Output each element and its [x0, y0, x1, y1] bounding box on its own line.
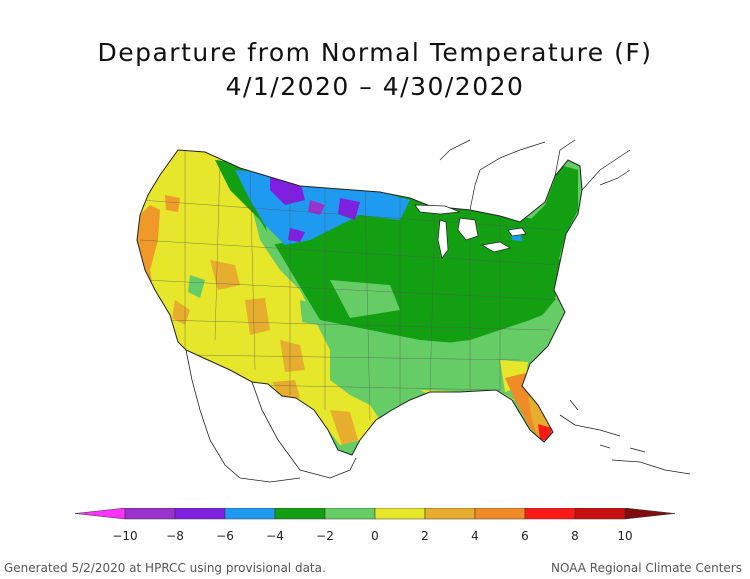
legend-swatch: [474, 508, 526, 520]
legend-tick-label: 8: [571, 529, 579, 543]
legend-tick-label: −2: [316, 529, 334, 543]
map-date-range: 4/1/2020 – 4/30/2020: [225, 72, 525, 101]
legend-high-arrow: [624, 508, 676, 520]
mexico-outline: [185, 349, 357, 483]
generated-note: Generated 5/2/2020 at HPRCC using provis…: [4, 561, 326, 575]
legend-tick-label: 4: [471, 529, 479, 543]
legend-ticks: −10 −8 −6 −4 −2 0 2 4 6 8 10: [112, 529, 632, 543]
legend-tick-label: −10: [112, 529, 137, 543]
temperature-departure-map: [136, 139, 691, 483]
legend-swatch: [174, 508, 226, 520]
source-credit: NOAA Regional Climate Centers: [551, 561, 742, 575]
legend-swatch: [374, 508, 426, 520]
map-title: Departure from Normal Temperature (F): [97, 38, 653, 67]
legend-swatch: [424, 508, 476, 520]
legend-swatch: [324, 508, 376, 520]
caribbean-outline: [559, 399, 691, 475]
legend-swatch: [274, 508, 326, 520]
canada-outline: [439, 139, 631, 211]
color-legend: −10 −8 −6 −4 −2 0 2 4 6 8 10: [74, 508, 676, 543]
legend-tick-label: 6: [521, 529, 529, 543]
legend-swatch: [574, 508, 626, 520]
legend-tick-label: −6: [216, 529, 234, 543]
legend-low-arrow: [74, 508, 126, 520]
legend-tick-label: −4: [266, 529, 284, 543]
legend-bar: [74, 508, 676, 520]
legend-swatch: [524, 508, 576, 520]
legend-swatch: [224, 508, 276, 520]
legend-tick-label: 2: [421, 529, 429, 543]
legend-tick-label: 0: [371, 529, 379, 543]
state-boundaries: [139, 150, 561, 421]
legend-tick-label: 10: [617, 529, 632, 543]
temperature-shading: [137, 150, 582, 455]
legend-swatch: [124, 508, 176, 520]
legend-tick-label: −8: [166, 529, 184, 543]
great-lakes: [414, 204, 527, 259]
